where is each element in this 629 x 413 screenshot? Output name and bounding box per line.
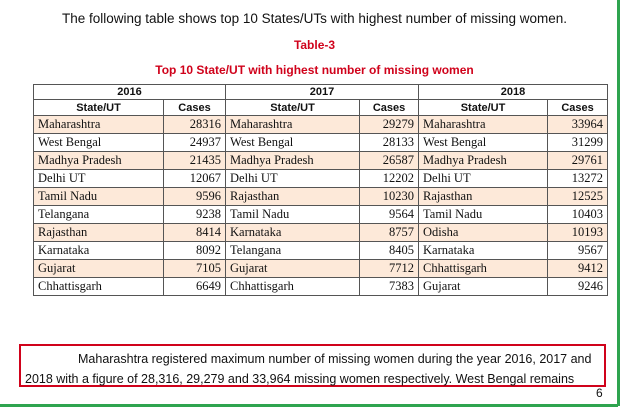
table-row: Delhi UT 12067 Delhi UT 12202 Delhi UT 13272	[33, 169, 609, 188]
page-border-bottom	[0, 404, 618, 407]
year-header: 2016	[32, 84, 227, 100]
cases-cell: 29279	[359, 115, 420, 134]
cases-cell: 6649	[162, 277, 227, 296]
cases-cell: 8405	[359, 241, 420, 260]
table-row: Maharashtra 28316 Maharashtra 29279 Maharash…	[33, 115, 609, 134]
state-cell: Delhi UT	[418, 169, 549, 188]
state-cell: Telangana	[33, 205, 164, 224]
state-cell: Madhya Pradesh	[418, 151, 549, 170]
state-cell: Tamil Nadu	[225, 205, 361, 224]
state-cell: Telangana	[225, 241, 361, 260]
table-row: Madhya Pradesh 21435 Madhya Pradesh 26587 Ma…	[33, 151, 609, 170]
year-header: 2017	[225, 84, 420, 100]
cases-cell: 10403	[547, 205, 609, 224]
table-row: Chhattisgarh 6649 Chhattisgarh 7383 Gujarat 9…	[33, 277, 609, 296]
table-row: Gujarat 7105 Gujarat 7712 Chhattisgarh 9412	[33, 259, 609, 278]
cases-column-header: Cases	[162, 99, 227, 116]
state-cell: Rajasthan	[33, 223, 164, 242]
column-header-row: State/UT Cases State/UT Cases State/UT C…	[33, 99, 609, 116]
state-cell: Karnataka	[225, 223, 361, 242]
state-cell: Maharashtra	[225, 115, 361, 134]
cases-cell: 9596	[162, 187, 227, 206]
state-cell: Gujarat	[225, 259, 361, 278]
state-cell: Maharashtra	[33, 115, 164, 134]
year-header-row: 2016 2017 2018	[32, 84, 609, 100]
cases-cell: 8092	[162, 241, 227, 260]
summary-paragraph: Maharashtra registered maximum number of…	[25, 349, 605, 389]
cases-cell: 7105	[162, 259, 227, 278]
state-cell: Chhattisgarh	[418, 259, 549, 278]
state-column-header: State/UT	[33, 99, 164, 116]
table-row: Telangana 9238 Tamil Nadu 9564 Tamil Nadu 104…	[33, 205, 609, 224]
state-cell: Tamil Nadu	[33, 187, 164, 206]
cases-cell: 28133	[359, 133, 420, 152]
state-cell: Madhya Pradesh	[225, 151, 361, 170]
state-cell: Odisha	[418, 223, 549, 242]
cases-cell: 31299	[547, 133, 609, 152]
year-header: 2018	[418, 84, 609, 100]
cases-cell: 10230	[359, 187, 420, 206]
cases-cell: 8414	[162, 223, 227, 242]
state-cell: Rajasthan	[225, 187, 361, 206]
cases-cell: 29761	[547, 151, 609, 170]
cases-cell: 7712	[359, 259, 420, 278]
cases-cell: 9412	[547, 259, 609, 278]
state-cell: Chhattisgarh	[225, 277, 361, 296]
state-cell: Gujarat	[33, 259, 164, 278]
cases-cell: 9567	[547, 241, 609, 260]
table-row: Rajasthan 8414 Karnataka 8757 Odisha 10193	[33, 223, 609, 242]
state-cell: Tamil Nadu	[418, 205, 549, 224]
state-cell: West Bengal	[225, 133, 361, 152]
cases-cell: 12525	[547, 187, 609, 206]
table-label: Table-3	[293, 38, 336, 52]
state-cell: Maharashtra	[418, 115, 549, 134]
state-cell: West Bengal	[418, 133, 549, 152]
table-row: West Bengal 24937 West Bengal 28133 West Ben…	[33, 133, 609, 152]
cases-column-header: Cases	[359, 99, 420, 116]
page-border-right	[617, 0, 620, 406]
cases-cell: 33964	[547, 115, 609, 134]
state-cell: Karnataka	[418, 241, 549, 260]
table-body: Maharashtra 28316 Maharashtra 29279 Maharash…	[33, 115, 609, 296]
cases-cell: 21435	[162, 151, 227, 170]
cases-cell: 7383	[359, 277, 420, 296]
cases-cell: 24937	[162, 133, 227, 152]
highlight-box	[19, 344, 606, 387]
table-row: Tamil Nadu 9596 Rajasthan 10230 Rajasthan 125…	[33, 187, 609, 206]
state-cell: Rajasthan	[418, 187, 549, 206]
cases-cell: 9238	[162, 205, 227, 224]
state-cell: Chhattisgarh	[33, 277, 164, 296]
cases-cell: 9246	[547, 277, 609, 296]
cases-cell: 12067	[162, 169, 227, 188]
state-cell: Delhi UT	[33, 169, 164, 188]
cases-cell: 8757	[359, 223, 420, 242]
state-cell: Gujarat	[418, 277, 549, 296]
table-title: Top 10 State/UT with highest number of m…	[155, 63, 474, 77]
cases-cell: 12202	[359, 169, 420, 188]
cases-cell: 9564	[359, 205, 420, 224]
state-cell: Madhya Pradesh	[33, 151, 164, 170]
summary-line: Maharashtra registered maximum number of…	[78, 352, 592, 366]
cases-column-header: Cases	[547, 99, 609, 116]
summary-line: 2018 with a figure of 28,316, 29,279 and…	[25, 372, 575, 386]
cases-cell: 28316	[162, 115, 227, 134]
cases-cell: 13272	[547, 169, 609, 188]
state-cell: West Bengal	[33, 133, 164, 152]
cases-cell: 26587	[359, 151, 420, 170]
table-row: Karnataka 8092 Telangana 8405 Karnataka 9567	[33, 241, 609, 260]
intro-text: The following table shows top 10 States/…	[62, 11, 567, 26]
state-cell: Karnataka	[33, 241, 164, 260]
state-column-header: State/UT	[418, 99, 549, 116]
page-number: 6	[596, 386, 603, 400]
state-cell: Delhi UT	[225, 169, 361, 188]
missing-women-table: 2016 2017 2018 State/UT Cases State/UT C…	[32, 84, 609, 296]
cases-cell: 10193	[547, 223, 609, 242]
state-column-header: State/UT	[225, 99, 361, 116]
